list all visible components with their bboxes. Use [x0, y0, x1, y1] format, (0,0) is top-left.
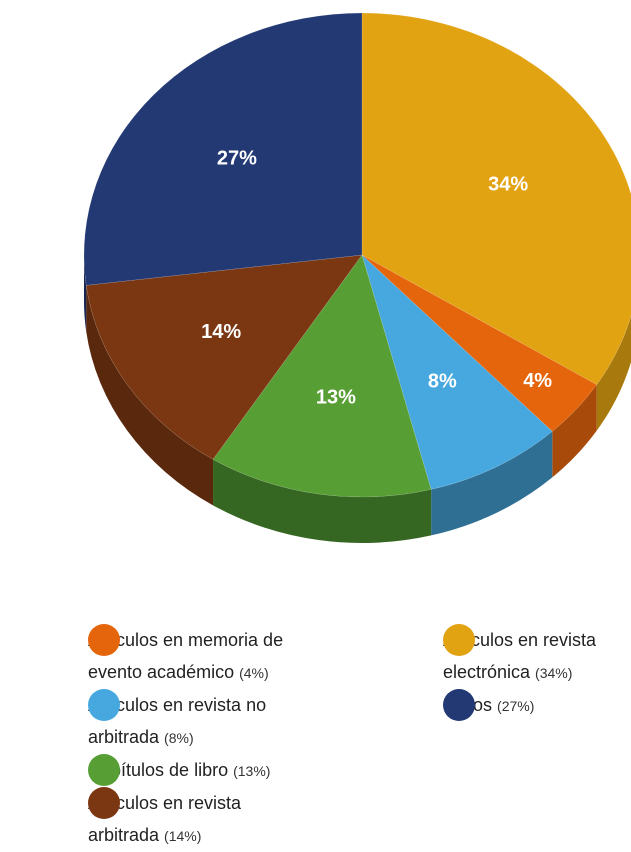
legend-marker: [88, 689, 120, 721]
data-label: 4%: [523, 370, 552, 392]
data-label: 8%: [428, 371, 457, 393]
data-label: 13%: [316, 387, 356, 409]
legend: Artículos en revista electrónica(34%)Lib…: [380, 624, 630, 722]
slice: [85, 254, 363, 460]
data-label: 27%: [217, 147, 257, 169]
legend-marker: [443, 624, 475, 656]
legend-marker: [88, 787, 120, 819]
legend-label: Capítulos de libro: [88, 760, 229, 780]
legend-item: Capítulos de libro (13%): [8, 754, 338, 787]
legend-value: (4%): [239, 665, 269, 681]
legend-item: Libros(27%): [380, 689, 630, 722]
data-label: 34%: [488, 173, 528, 195]
chart: 34% 4% 8% 13% 14% 27%: [83, 12, 631, 543]
legend-value: (8%): [164, 730, 194, 746]
slice-side: [596, 315, 631, 431]
legend-item: Artículos en memoria de evento académico…: [8, 624, 338, 689]
slice: [361, 254, 598, 432]
slice-side: [431, 431, 553, 536]
legend-value: (14%): [164, 828, 202, 844]
slice: [361, 12, 631, 385]
legend-value: (13%): [233, 763, 271, 779]
legend-label: Artículos en revista electrónica: [443, 630, 597, 682]
legend-label: Artículos en revista no arbitrada: [88, 695, 267, 747]
legend-label: Artículos en revista arbitrada: [88, 793, 242, 845]
slice-side: [552, 384, 597, 478]
data-label: 14%: [201, 321, 241, 343]
slice: [361, 254, 553, 490]
slice-side: [213, 459, 432, 543]
slice-side: [86, 285, 214, 506]
legend-value: (34%): [535, 665, 573, 681]
slice-side: [84, 255, 87, 332]
legend-marker: [443, 689, 475, 721]
slice: [212, 254, 432, 498]
legend-text: Artículos en revista electrónica (34%): [443, 624, 630, 689]
legend-item: Artículos en revista electrónica (34%): [380, 624, 630, 689]
legend-text: Artículos en revista no arbitrada (8%): [88, 689, 338, 754]
legend-marker: [88, 624, 120, 656]
legend-text: Artículos en revista arbitrada (14%): [88, 787, 338, 852]
legend-label: Artículos en memoria de evento académico: [88, 630, 284, 682]
legend-text: Artículos en memoria de evento académico…: [88, 624, 338, 689]
legend: Artículos en memoria de evento académico…: [8, 624, 338, 852]
legend-item: Artículos en revista arbitrada (14%): [8, 787, 338, 852]
legend-value: (27%): [497, 698, 535, 714]
legend-marker: [88, 754, 120, 786]
legend-item: Artículos en revista no arbitrada (8%): [8, 689, 338, 754]
slice: [83, 12, 363, 286]
legend-text: Capítulos de libro (13%): [88, 754, 338, 787]
